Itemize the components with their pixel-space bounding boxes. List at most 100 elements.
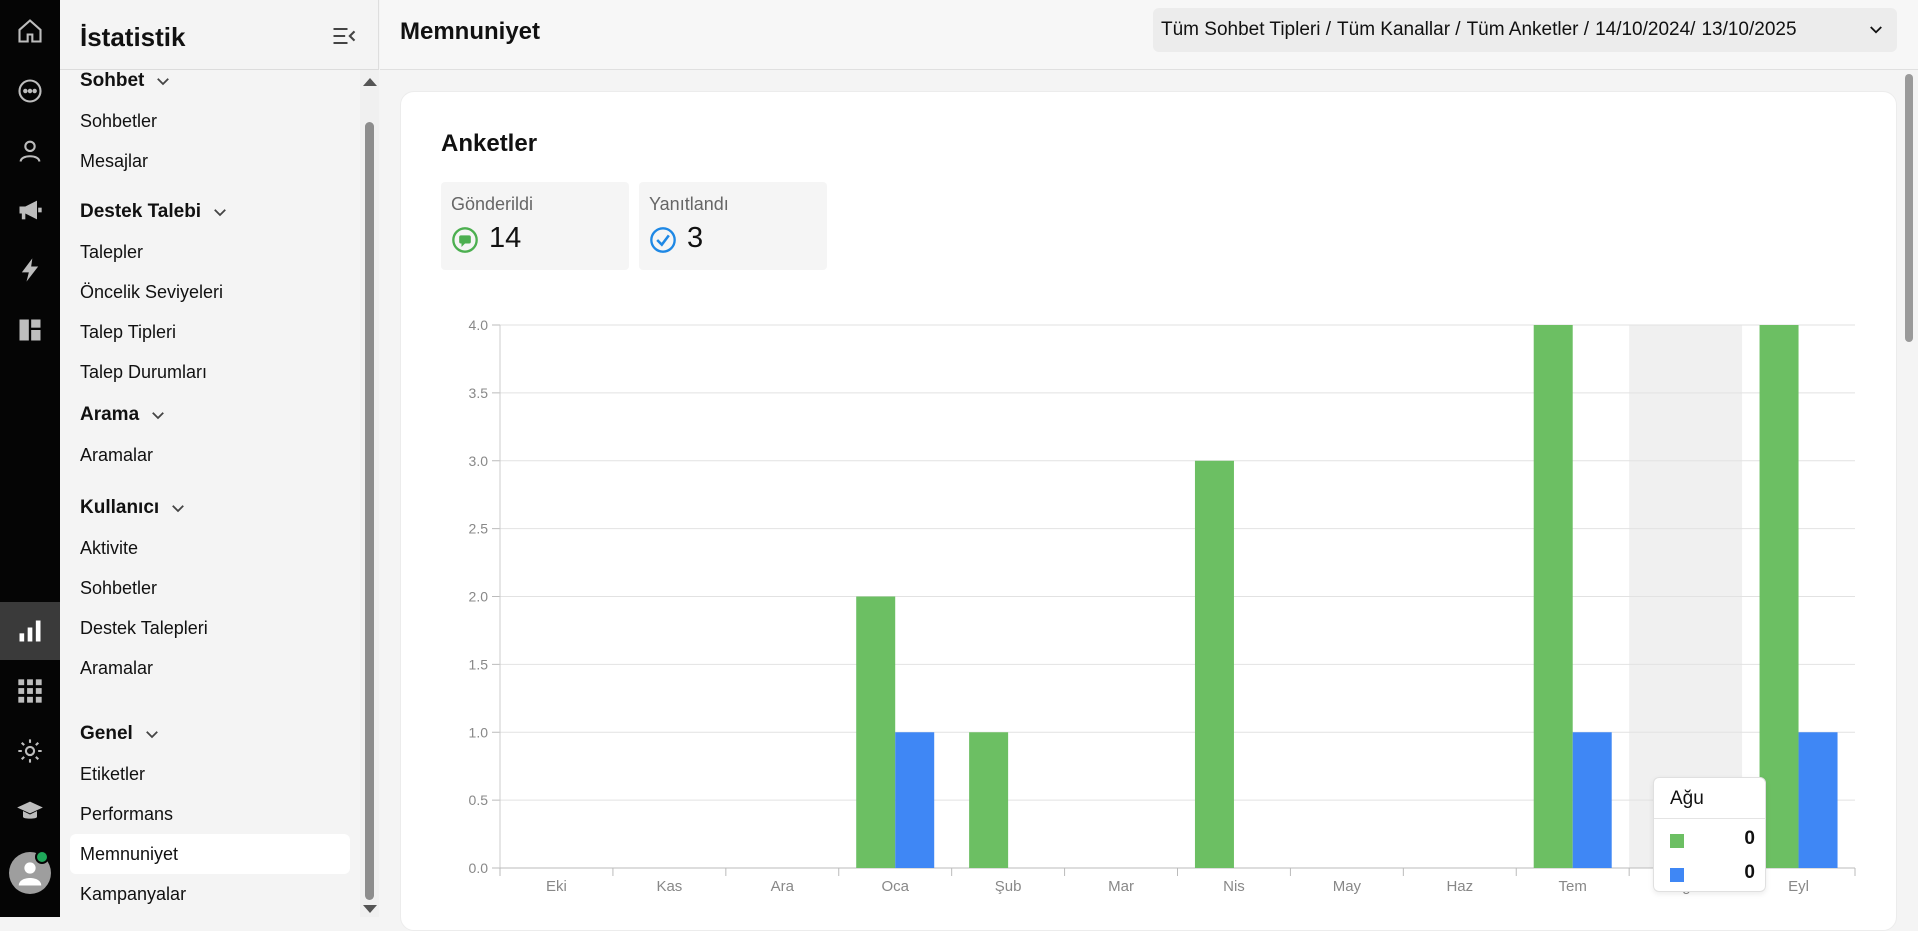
gear-icon[interactable] xyxy=(0,722,60,780)
section-label: Destek Talebi xyxy=(80,201,202,222)
tooltip-swatch xyxy=(1670,834,1684,848)
y-tick-label: 2.0 xyxy=(469,589,489,605)
apps-icon[interactable] xyxy=(0,662,60,720)
chevron-down-icon xyxy=(152,412,165,420)
filter-start-date: 14/10/2024/ xyxy=(1595,19,1696,40)
bar xyxy=(856,596,896,868)
bar xyxy=(1759,325,1799,868)
filter-survey: Tüm Anketler / xyxy=(1466,19,1590,40)
x-tick-label: Şub xyxy=(995,878,1022,895)
y-tick-label: 2.5 xyxy=(469,521,489,537)
section-0[interactable]: Sohbet xyxy=(80,70,172,92)
sidebar-scroll-thumb[interactable] xyxy=(365,122,374,900)
tooltip-value: 0 xyxy=(1744,862,1755,883)
icon-rail xyxy=(0,0,60,917)
filter-chat-type: Tüm Sohbet Tipleri / xyxy=(1161,19,1332,40)
sidebar-item[interactable]: Aramalar xyxy=(80,444,154,465)
bar xyxy=(1798,732,1838,868)
sidebar-item[interactable]: Aramalar xyxy=(80,657,154,678)
graduation-icon[interactable] xyxy=(0,782,60,840)
section-2[interactable]: Arama xyxy=(80,404,167,426)
sidebar-item[interactable]: Talepler xyxy=(80,241,144,262)
bar xyxy=(1533,325,1573,868)
sidebar-item[interactable]: Talep Tipleri xyxy=(80,321,177,342)
sidebar-item[interactable]: Etiketler xyxy=(80,763,146,784)
scroll-up-arrow-icon[interactable] xyxy=(363,78,377,86)
chevron-down-icon xyxy=(145,731,158,739)
chevron-down-icon xyxy=(214,209,226,217)
main-scroll-thumb[interactable] xyxy=(1905,74,1913,342)
bolt-icon[interactable] xyxy=(0,241,60,299)
section-label: Kullanıcı xyxy=(80,497,160,518)
section-4[interactable]: Genel xyxy=(80,723,161,745)
sidebar-item[interactable]: Kampanyalar xyxy=(80,883,187,904)
online-status-dot xyxy=(35,850,49,864)
sidebar-item[interactable]: Mesajlar xyxy=(80,150,149,171)
filter-channel: Tüm Kanallar / xyxy=(1337,19,1461,40)
top-bar: Memnuniyet Tüm Sohbet Tipleri / Tüm Kana… xyxy=(380,0,1918,70)
sidebar-title: İstatistik xyxy=(80,22,186,52)
bar xyxy=(969,732,1009,868)
page-title: Memnuniyet xyxy=(400,18,541,45)
scroll-down-arrow-icon[interactable] xyxy=(363,905,377,913)
avatar[interactable] xyxy=(9,852,51,894)
x-tick-label: Haz xyxy=(1446,878,1473,895)
stat-sent-label: Gönderildi xyxy=(451,194,534,214)
stat-answered-label: Yanıtlandı xyxy=(649,194,729,214)
y-tick-label: 1.0 xyxy=(469,724,489,740)
sidebar-item[interactable]: Performans xyxy=(80,803,174,824)
sidebar-item[interactable]: Aktivite xyxy=(80,537,139,558)
user-icon[interactable] xyxy=(0,122,60,180)
sidebar-item[interactable]: Sohbetler xyxy=(80,110,158,131)
section-label: Arama xyxy=(80,404,140,425)
y-tick-label: 0.0 xyxy=(469,860,489,876)
sidebar-item[interactable]: Talep Durumları xyxy=(80,361,208,382)
chart-tooltip: Ağu 0 0 xyxy=(1653,777,1766,892)
bar xyxy=(1572,732,1612,868)
user-avatar-icon xyxy=(18,862,42,886)
section-1[interactable]: Destek Talebi xyxy=(80,201,229,223)
home-icon[interactable] xyxy=(0,2,60,60)
sidebar-menu: Sohbet Sohbetler Mesajlar Destek Talebi Tale… xyxy=(60,70,360,917)
section-3[interactable]: Kullanıcı xyxy=(80,497,187,519)
sidebar-item[interactable]: Memnuniyet xyxy=(70,834,350,874)
bar xyxy=(1194,460,1234,868)
y-tick-label: 1.5 xyxy=(469,656,489,672)
tooltip-divider xyxy=(1654,818,1765,819)
sidebar-item[interactable]: Öncelik Seviyeleri xyxy=(80,281,224,302)
chat-icon[interactable] xyxy=(0,62,60,120)
card-title: Anketler xyxy=(441,130,538,157)
stat-sent-value: 14 xyxy=(489,222,522,254)
stat-answered-value: 3 xyxy=(687,222,704,254)
section-label: Sohbet xyxy=(80,70,145,91)
chevron-down-icon xyxy=(157,78,170,86)
section-label: Genel xyxy=(80,723,133,744)
x-tick-label: Tem xyxy=(1559,878,1587,895)
x-tick-label: May xyxy=(1333,878,1362,895)
filter-end-date: 13/10/2025 xyxy=(1701,19,1797,40)
stat-answered: Yanıtlandı 3 xyxy=(639,182,827,270)
x-tick-label: Oca xyxy=(881,878,909,895)
sidebar-header: İstatistik xyxy=(60,0,379,70)
sidebar: İstatistik Sohbet Sohbetler Mesajlar Destek… xyxy=(60,0,379,917)
y-tick-label: 3.0 xyxy=(469,453,489,469)
filter-dropdown[interactable]: Tüm Sohbet Tipleri / Tüm Kanallar / Tüm … xyxy=(1153,8,1897,52)
chevron-down-icon xyxy=(172,505,185,513)
y-tick-label: 3.5 xyxy=(469,385,489,401)
megaphone-icon[interactable] xyxy=(0,181,60,239)
tooltip-row: 0 xyxy=(1670,862,1755,886)
x-tick-label: Eki xyxy=(546,878,567,895)
chevron-down-icon xyxy=(1870,26,1882,34)
sidebar-item[interactable]: Destek Talepleri xyxy=(80,617,208,638)
collapse-sidebar-icon[interactable] xyxy=(330,22,358,50)
dashboard-icon[interactable] xyxy=(0,301,60,359)
chart-icon[interactable] xyxy=(0,602,60,660)
main-scrollbar[interactable] xyxy=(1898,70,1918,917)
x-tick-label: Eyl xyxy=(1788,878,1809,895)
survey-answered-icon xyxy=(650,227,676,253)
y-tick-label: 0.5 xyxy=(469,792,489,808)
tooltip-value: 0 xyxy=(1744,828,1755,849)
tooltip-swatch xyxy=(1670,868,1684,882)
sidebar-item[interactable]: Sohbetler xyxy=(80,577,158,598)
tooltip-row: 0 xyxy=(1670,828,1755,852)
